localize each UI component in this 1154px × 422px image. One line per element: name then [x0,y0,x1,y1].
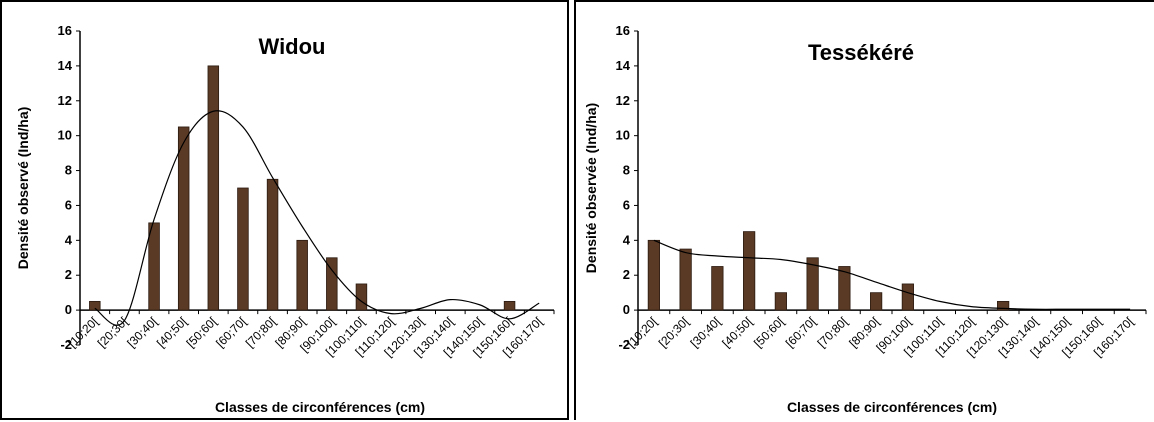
bar-11 [997,300,1010,311]
x-tick-label: [10;20[ [624,314,660,350]
y-tick-label: 6 [65,197,72,212]
chart-panel-widou: -2 0 2 4 6 8 10 12 14 16 [10;20[[20;30[[30;40[[40;… [0,0,569,420]
chart-widou: -2 0 2 4 6 8 10 12 14 16 [10;20[[20;30[[30;40[[40;… [15,23,555,415]
x-tick-label: [60;70[ [213,314,249,350]
bar-3 [743,231,756,311]
y-tick-label: 10 [616,128,630,143]
x-tick-label: [30;40[ [124,314,160,350]
y-tick-label: -2 [60,337,72,352]
bar-5 [237,187,249,311]
y-tick-label: 0 [65,302,72,317]
y-tick-label: 0 [623,302,630,317]
x-tick-label: [70;80[ [815,314,851,350]
bar-4 [207,65,220,311]
y-tick-label: 2 [65,267,72,282]
bar-2 [711,266,724,311]
y-axis-label: Densité observée (Ind/ha) [583,103,599,273]
y-tick-label: 14 [616,58,631,73]
x-tick-label: [30;40[ [688,314,724,350]
y-tick-label: 12 [616,93,630,108]
bar-7 [870,292,883,311]
bar-0 [89,300,101,311]
x-tick-label: [50;60[ [751,314,787,350]
bar-6 [266,178,279,311]
y-tick-label: -2 [618,337,630,352]
y-tick-label: 4 [623,232,631,247]
bar-5 [806,257,819,311]
y-tick-label: 16 [616,23,630,38]
y-axis-label: Densité observé (Ind/ha) [15,107,31,270]
y-tick-label: 8 [65,163,72,178]
bar-7 [296,239,308,311]
bar-14 [503,300,516,311]
x-tick-label: [10;20[ [65,314,101,350]
y-tick-label: 16 [58,23,72,38]
chart-panel-tessekere: -2 0 2 4 6 8 10 12 14 16 [10;20[[20;30[[30;40[[40;… [574,0,1154,420]
bar-6 [838,266,851,311]
x-tick-label: [60;70[ [783,314,819,350]
bar-2 [148,222,160,311]
trend-curve [94,110,540,326]
x-tick-label: [70;80[ [243,314,279,350]
y-tick-label: 2 [623,267,630,282]
bar-3 [177,126,190,311]
chart-title: Tessékéré [808,40,914,65]
trend-curve [653,239,1131,310]
x-tick-label: [50;60[ [184,314,220,350]
bar-4 [774,292,787,311]
x-axis-label: Classes de circonférences (cm) [215,399,425,415]
bar-8 [901,283,914,311]
y-tick-label: 12 [58,93,72,108]
y-tick-label: 14 [58,58,73,73]
y-tick-label: 4 [65,232,73,247]
chart-title: Widou [259,34,326,59]
y-tick-label: 10 [58,128,72,143]
x-tick-label: [40;50[ [719,314,755,350]
bar-1 [679,248,692,311]
x-tick-label: [20;30[ [95,314,131,350]
x-tick-label: [20;30[ [656,314,692,350]
bar-0 [647,239,660,311]
y-tick-label: 6 [623,197,630,212]
chart-tessekere: -2 0 2 4 6 8 10 12 14 16 [10;20[[20;30[[30;40[[40;… [583,23,1147,415]
bar-9 [355,283,368,311]
x-tick-label: [40;50[ [154,314,190,350]
y-tick-label: 8 [623,163,630,178]
bar-8 [326,257,338,311]
x-axis-label: Classes de circonférences (cm) [787,399,997,415]
